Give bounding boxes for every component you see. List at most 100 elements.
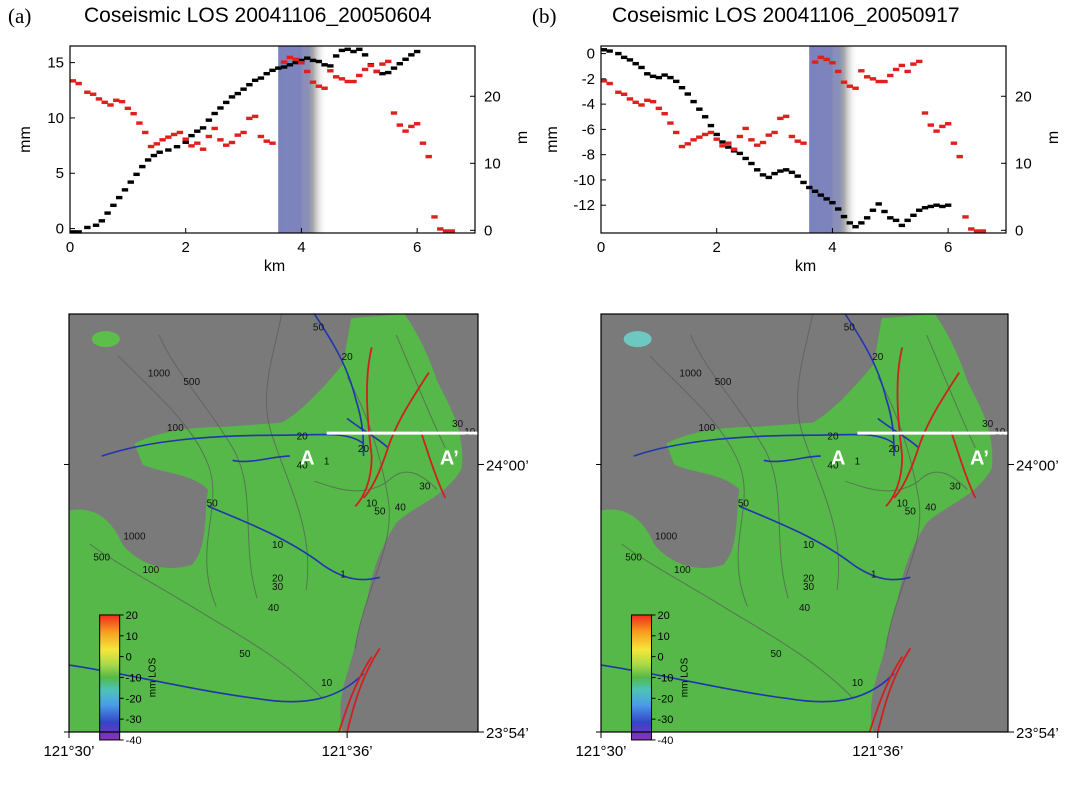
- red-point: [759, 140, 767, 145]
- contour-label: 100: [167, 423, 184, 434]
- red-point: [280, 60, 288, 64]
- black-point: [754, 168, 761, 172]
- contour-label: 20: [358, 444, 370, 455]
- black-point: [327, 64, 334, 68]
- black-point: [875, 202, 882, 206]
- red-point: [113, 98, 120, 102]
- black-point: [75, 230, 82, 234]
- black-point: [794, 174, 801, 178]
- red-point: [448, 229, 456, 233]
- red-point: [379, 62, 386, 66]
- y-axis-label: mm: [544, 126, 561, 153]
- elevation-contour: [621, 543, 854, 699]
- red-point: [176, 130, 184, 135]
- black-point: [188, 133, 195, 138]
- red-point: [396, 123, 403, 127]
- red-point: [835, 69, 842, 74]
- y-tick-label: 0: [587, 46, 595, 63]
- black-point: [759, 173, 767, 177]
- black-point: [835, 207, 842, 211]
- red-point: [89, 92, 97, 96]
- black-point: [269, 68, 276, 73]
- red-point: [777, 116, 784, 121]
- y-tick-label: 15: [47, 55, 64, 72]
- red-point: [973, 229, 981, 233]
- contour-label: 100: [674, 565, 691, 576]
- black-point: [649, 74, 657, 79]
- red-point: [413, 122, 421, 126]
- contour-label: 30: [419, 482, 431, 493]
- black-point: [701, 115, 709, 119]
- colorbar-tick-label: -40: [126, 735, 142, 747]
- black-point: [332, 54, 340, 58]
- elevation-contour: [845, 471, 968, 492]
- contour-label: 50: [770, 649, 782, 660]
- black-point: [379, 71, 386, 76]
- red-point: [269, 141, 276, 145]
- red-point: [182, 137, 189, 141]
- black-point: [823, 197, 830, 201]
- fault-trace: [354, 347, 373, 507]
- contour-label: 50: [239, 649, 251, 660]
- red-point: [771, 130, 778, 135]
- contour-label: 100: [142, 565, 159, 576]
- contour-label: 500: [183, 377, 200, 388]
- red-point: [713, 137, 720, 141]
- red-point: [251, 114, 259, 119]
- red-point: [286, 55, 294, 60]
- elevation-contour: [346, 376, 390, 649]
- x-tick-label: 2: [713, 239, 721, 256]
- y-tick-label: 5: [56, 165, 64, 182]
- red-point: [153, 142, 160, 146]
- colorbar-tick-label: -10: [126, 672, 142, 684]
- red-point: [927, 123, 934, 127]
- black-point: [765, 175, 772, 180]
- black-point: [840, 214, 848, 219]
- contour-label: 20: [803, 574, 815, 585]
- black-point: [156, 150, 163, 154]
- red-point: [944, 122, 952, 126]
- contour-label: 10: [366, 498, 378, 509]
- profile-start-label: A: [831, 447, 845, 469]
- red-point: [950, 141, 958, 145]
- black-point: [939, 204, 946, 209]
- fault-trace: [893, 372, 960, 499]
- black-point: [127, 180, 134, 184]
- contour-label: 1000: [148, 369, 171, 380]
- black-point: [321, 63, 328, 67]
- black-point: [280, 65, 288, 69]
- contour-label: 30: [982, 419, 994, 430]
- black-point: [725, 145, 732, 149]
- red-point: [765, 133, 772, 137]
- red-point: [159, 138, 166, 142]
- red-point: [655, 106, 663, 111]
- contour-label: 10: [897, 498, 909, 509]
- latitude-label: 24°00’: [486, 457, 529, 474]
- black-point: [788, 170, 796, 175]
- contour-label: 40: [799, 603, 811, 614]
- black-point: [632, 61, 639, 66]
- red-point: [869, 77, 877, 81]
- contour-label: 20: [872, 352, 884, 363]
- red-point: [823, 57, 830, 62]
- red-point: [875, 79, 882, 84]
- fault-trace: [419, 430, 447, 499]
- black-point: [667, 75, 674, 80]
- red-point: [304, 69, 311, 74]
- contour-label: 40: [395, 502, 407, 513]
- contour-label: 50: [374, 507, 386, 518]
- red-point: [385, 59, 392, 64]
- colorbar-tick-label: -30: [126, 714, 142, 726]
- black-point: [338, 48, 346, 53]
- black-point: [921, 206, 929, 210]
- elevation-contour: [314, 471, 438, 492]
- red-point: [782, 114, 790, 119]
- black-point: [92, 223, 100, 227]
- red-point: [615, 90, 622, 94]
- black-point: [115, 195, 123, 200]
- profile-end-label: A’: [440, 447, 459, 469]
- black-point: [661, 73, 668, 77]
- red-point: [794, 139, 801, 143]
- colorbar-label: mm LOS: [148, 657, 159, 697]
- fault-trace: [346, 647, 381, 732]
